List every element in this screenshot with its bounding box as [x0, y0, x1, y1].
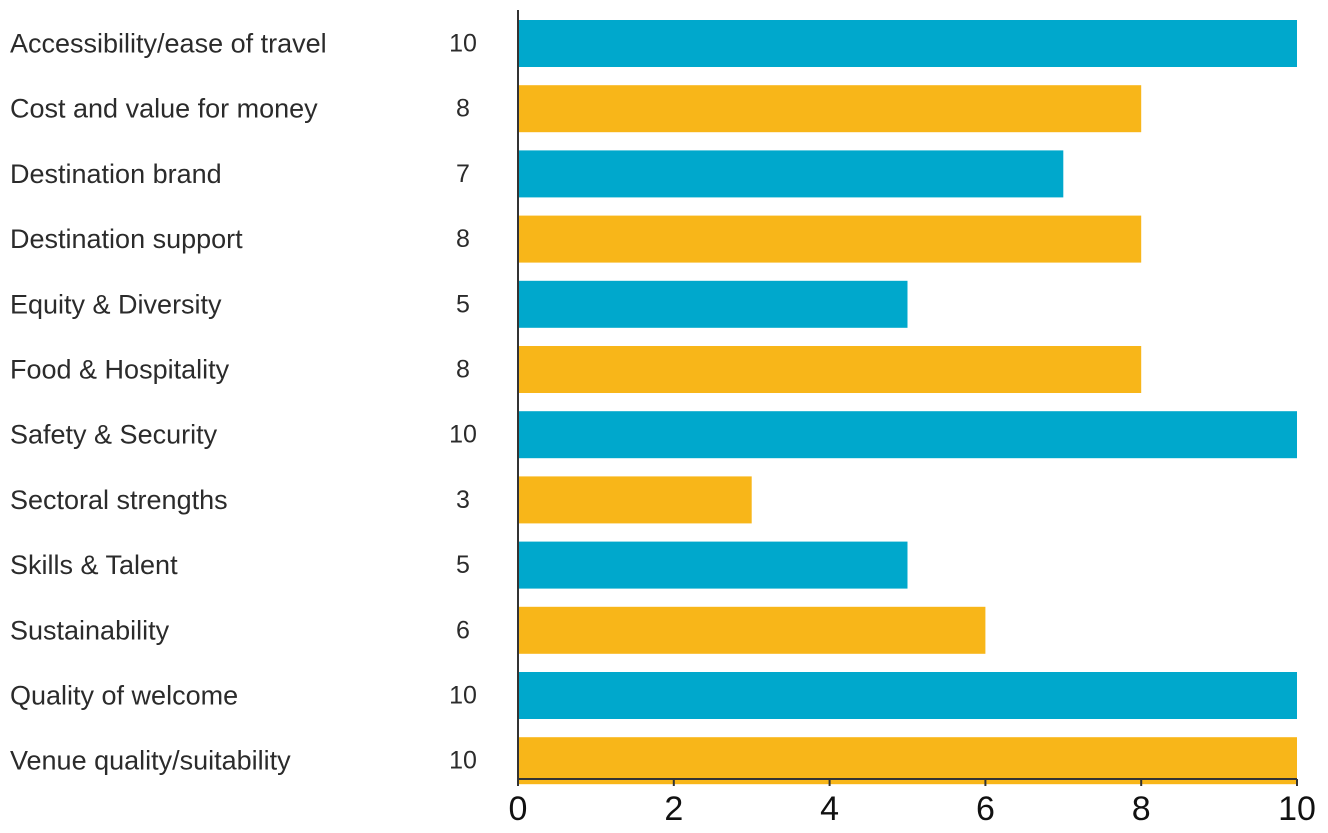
bar: [518, 280, 908, 328]
value-label: 5: [456, 551, 470, 579]
bar: [518, 541, 908, 589]
value-label: 10: [449, 421, 477, 449]
x-axis: 0 2 4 6 8 10: [509, 10, 1316, 828]
bar: [518, 346, 1142, 393]
value-label: 10: [449, 747, 477, 775]
value-label: 5: [456, 290, 470, 318]
bar: [518, 215, 1142, 263]
bar: [518, 411, 1297, 459]
value-label: 8: [456, 95, 470, 123]
category-label: Destination support: [10, 224, 243, 254]
category-label: Sustainability: [10, 615, 170, 645]
x-tick-label: 6: [976, 790, 995, 828]
x-tick-label: 4: [820, 790, 839, 828]
value-label: 3: [456, 486, 470, 514]
value-labels-layer: 10 8 7 8 5 8 10 3 5 6 10 10: [449, 30, 477, 775]
category-label: Cost and value for money: [10, 94, 318, 124]
category-label: Destination brand: [10, 159, 222, 189]
category-labels-layer: Accessibility/ease of travel Cost and val…: [10, 29, 327, 776]
category-label: Venue quality/suitability: [10, 746, 291, 776]
bar: [518, 150, 1064, 198]
category-label: Equity & Diversity: [10, 289, 222, 319]
category-label: Accessibility/ease of travel: [10, 29, 327, 59]
bar: [518, 672, 1297, 719]
bar: [518, 737, 1297, 785]
value-label: 7: [456, 160, 470, 188]
x-tick-label: 0: [509, 790, 528, 828]
category-label: Safety & Security: [10, 420, 218, 450]
category-label: Food & Hospitality: [10, 355, 230, 385]
x-tick-label: 10: [1278, 790, 1316, 828]
value-label: 8: [456, 225, 470, 253]
value-label: 8: [456, 356, 470, 384]
category-label: Skills & Talent: [10, 550, 178, 580]
bar: [518, 20, 1297, 67]
bars-layer: [518, 20, 1297, 785]
category-label: Quality of welcome: [10, 681, 238, 711]
value-label: 10: [449, 682, 477, 710]
x-tick-label: 2: [664, 790, 683, 828]
value-label: 6: [456, 616, 470, 644]
bar: [518, 476, 752, 524]
category-label: Sectoral strengths: [10, 485, 228, 515]
x-tick-label: 8: [1132, 790, 1151, 828]
value-label: 10: [449, 30, 477, 58]
bar: [518, 606, 986, 654]
bar: [518, 85, 1142, 133]
